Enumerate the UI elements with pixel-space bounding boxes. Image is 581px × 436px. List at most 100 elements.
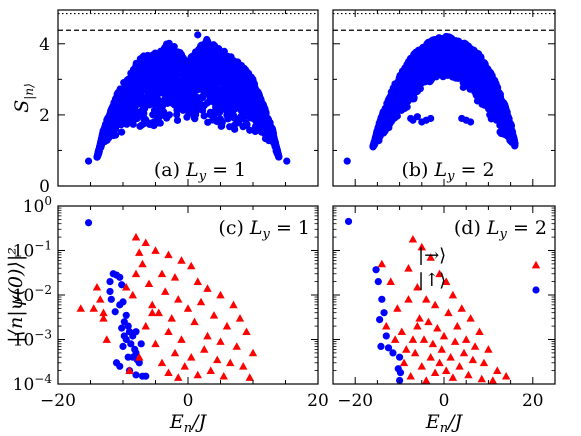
data-point — [419, 335, 429, 343]
data-point — [153, 74, 161, 82]
data-point — [381, 125, 389, 133]
data-point — [457, 304, 466, 312]
data-point — [148, 308, 157, 317]
x-tick-label: 20 — [307, 391, 329, 411]
data-point — [127, 340, 135, 348]
data-point — [375, 124, 383, 132]
data-point — [197, 74, 205, 82]
data-point — [251, 127, 259, 136]
series-c-0 — [84, 219, 150, 380]
data-point — [187, 353, 196, 361]
data-point — [448, 373, 458, 381]
data-point — [168, 68, 176, 76]
data-point — [209, 311, 219, 319]
data-point — [129, 120, 137, 128]
data-point — [468, 355, 478, 364]
data-point — [184, 92, 192, 100]
data-point — [153, 119, 161, 127]
data-point — [139, 111, 147, 119]
data-point — [118, 281, 126, 289]
y-tick-label: 0 — [39, 177, 50, 197]
data-point — [212, 109, 220, 117]
data-point — [116, 301, 124, 309]
data-point — [146, 120, 154, 129]
data-point — [462, 335, 471, 343]
data-point — [111, 308, 119, 316]
series-b-0 — [343, 32, 519, 165]
data-point — [140, 119, 148, 128]
data-point — [196, 297, 206, 306]
panel-label-background — [382, 156, 514, 182]
data-point — [268, 125, 276, 133]
data-point — [97, 134, 106, 142]
data-point — [467, 118, 475, 126]
data-point — [207, 49, 215, 58]
data-point — [413, 87, 421, 96]
data-point — [455, 362, 464, 370]
data-point — [173, 116, 182, 124]
data-point — [426, 353, 435, 361]
panel-b: (b) Ly = 2 — [332, 9, 556, 187]
data-point — [249, 75, 257, 84]
data-point — [119, 94, 128, 102]
data-point — [489, 86, 498, 94]
data-point — [475, 67, 483, 75]
data-point — [132, 371, 140, 379]
data-point — [393, 304, 402, 312]
data-point — [99, 308, 108, 317]
data-point — [163, 58, 171, 67]
data-point — [84, 157, 93, 165]
data-point — [139, 53, 147, 61]
data-point — [343, 157, 351, 165]
x-tick-label: 0 — [439, 391, 450, 411]
data-point — [157, 269, 167, 278]
data-point — [402, 345, 411, 353]
data-point — [424, 317, 433, 326]
data-point — [477, 82, 486, 90]
data-point — [262, 113, 270, 121]
data-point — [446, 353, 455, 361]
data-point — [132, 328, 140, 336]
data-point — [163, 114, 171, 122]
data-point — [177, 256, 186, 264]
data-point — [377, 342, 385, 350]
data-point — [188, 109, 196, 117]
data-point — [119, 342, 127, 350]
data-point — [138, 73, 146, 81]
data-point — [199, 55, 207, 63]
data-point — [488, 376, 498, 384]
data-point — [229, 300, 238, 309]
data-point — [183, 304, 193, 312]
data-point — [396, 353, 404, 361]
data-point — [387, 88, 396, 96]
series-c-1 — [76, 232, 258, 381]
data-point — [242, 111, 250, 119]
data-point — [413, 113, 421, 121]
data-point — [173, 49, 181, 57]
series-d-1 — [344, 217, 405, 385]
data-point — [189, 84, 197, 92]
data-point — [245, 373, 254, 381]
data-point — [96, 295, 105, 303]
data-point — [475, 327, 484, 336]
panel-label: (b) Ly = 2 — [401, 159, 494, 184]
data-point — [248, 348, 258, 357]
data-point — [135, 248, 144, 256]
data-point — [422, 295, 431, 303]
data-point — [408, 66, 416, 74]
data-point — [482, 100, 491, 108]
data-point — [378, 295, 386, 303]
data-point — [412, 48, 420, 56]
xlabel-d: En/J — [425, 411, 464, 436]
data-point — [151, 55, 159, 63]
data-point — [406, 371, 415, 380]
data-point — [138, 61, 147, 69]
data-point — [235, 115, 244, 123]
y-tick-label: 4 — [39, 35, 50, 55]
data-point — [245, 105, 254, 113]
data-point — [108, 107, 116, 116]
data-point — [460, 46, 468, 55]
data-point — [106, 287, 114, 296]
data-point — [175, 98, 184, 107]
data-point — [501, 371, 511, 380]
